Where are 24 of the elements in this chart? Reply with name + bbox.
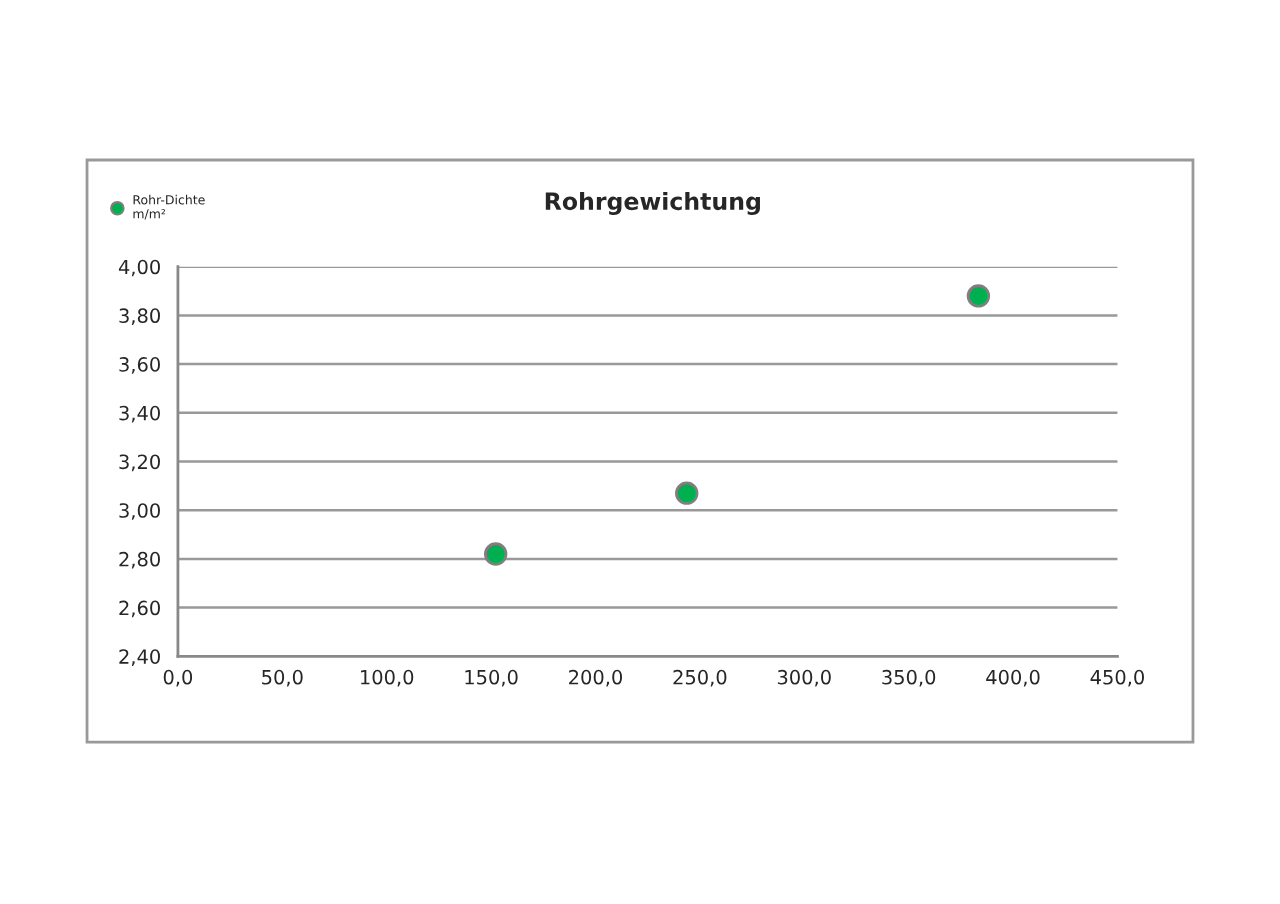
x-tick-label: 150,0 xyxy=(465,669,518,687)
y-tick-label: 4,00 xyxy=(118,259,160,277)
x-tick-label: 300,0 xyxy=(777,669,831,687)
y-tick-label: 2,80 xyxy=(119,551,160,569)
y-tick-label: 2,40 xyxy=(119,649,160,666)
x-tick-label: 450,0 xyxy=(1090,669,1144,687)
point xyxy=(484,542,508,566)
point xyxy=(966,284,991,308)
y-tick-label: 3,40 xyxy=(119,405,160,423)
x-tick-label: 350,0 xyxy=(882,669,936,687)
chart-title: Rohrgewichtung xyxy=(545,191,760,215)
x-tick-label: 100,0 xyxy=(361,669,414,687)
x-tick-label: 400,0 xyxy=(986,669,1040,687)
y-tick-label: 3,80 xyxy=(119,308,160,326)
y-tick-label: 2,60 xyxy=(119,600,160,618)
y-tick-label: 3,00 xyxy=(119,503,160,520)
y-tick-label: 3,20 xyxy=(119,454,160,472)
x-tick-label: 250,0 xyxy=(673,669,727,687)
x-tick-label: 0,0 xyxy=(163,669,193,687)
legend-label: Rohr-Dichte m/m² xyxy=(133,194,205,220)
point xyxy=(675,481,699,505)
y-tick-label: 3,60 xyxy=(119,357,160,374)
x-tick-label: 200,0 xyxy=(569,669,623,687)
x-tick-label: 50,0 xyxy=(262,669,303,687)
